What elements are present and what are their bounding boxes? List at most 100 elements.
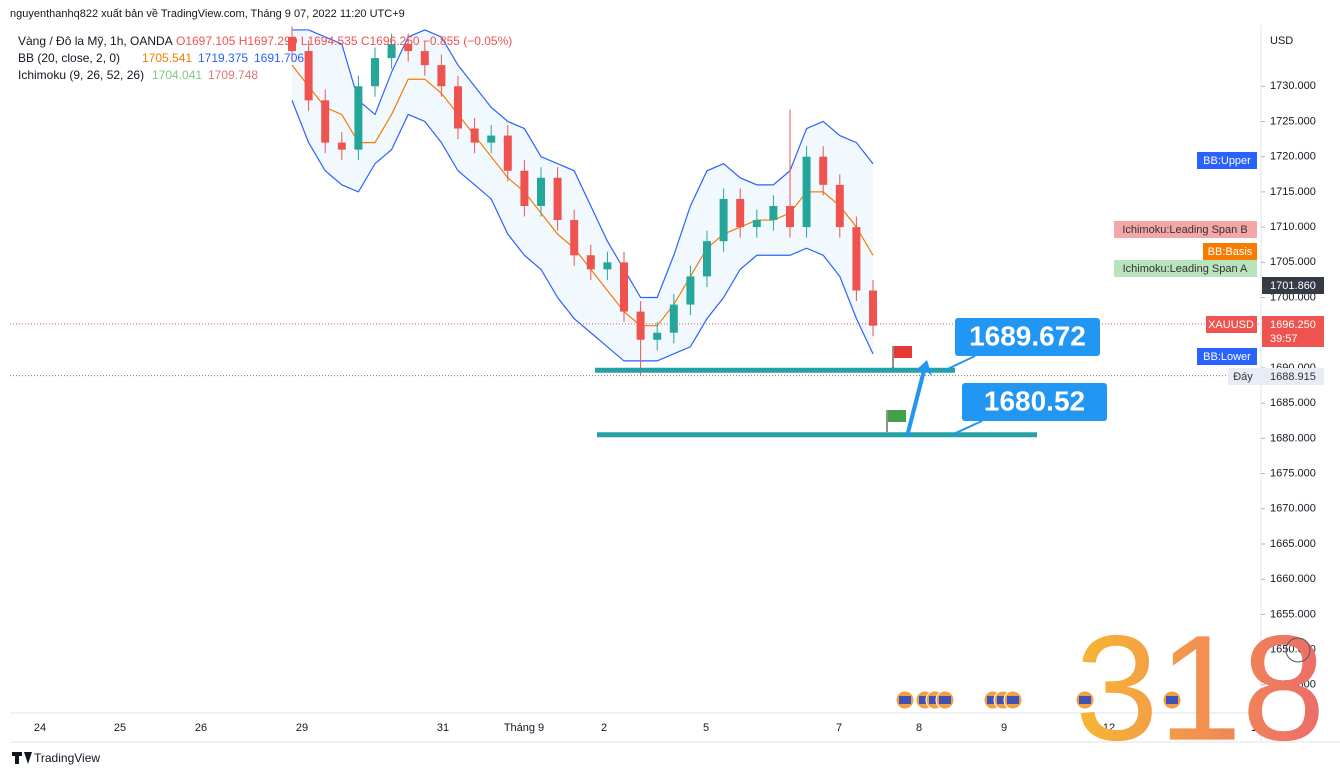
candle-body	[420, 51, 429, 66]
currency: USD	[1270, 35, 1293, 47]
watermark: 318	[1075, 604, 1325, 772]
y-tick-label: 1720.000	[1270, 151, 1316, 163]
legend-bb-value: 1719.375	[198, 51, 248, 65]
legend-ohlc: O1697.105 H1697.290 L1694.535 C1696.250 …	[176, 34, 512, 48]
tag-bg	[1206, 316, 1257, 333]
y-tick-label: 1670.000	[1270, 503, 1316, 515]
y-tick-label: 1715.000	[1270, 186, 1316, 198]
y-tick-label: 1710.000	[1270, 221, 1316, 233]
candle-body	[537, 177, 545, 206]
candle-body	[337, 142, 346, 150]
tag-bb-upper: BB:Upper	[1203, 155, 1251, 167]
event-flag	[997, 696, 1009, 704]
candle-body	[404, 44, 413, 52]
bb-fill	[292, 29, 873, 361]
candle-body	[703, 241, 711, 277]
candle-body	[520, 170, 529, 206]
callout-pointer	[951, 420, 983, 436]
y-tick-label: 1675.000	[1270, 467, 1316, 479]
candle-body	[487, 135, 496, 143]
candle-body	[387, 44, 396, 59]
candle-body	[786, 205, 794, 228]
x-tick-label: 2	[601, 722, 607, 734]
tag-bg	[1262, 316, 1324, 347]
candle-body	[321, 100, 330, 143]
candle-body	[686, 276, 695, 305]
x-tick-label: 24	[34, 722, 46, 734]
tag-bg	[1197, 152, 1257, 169]
y-tick-label: 1660.000	[1270, 573, 1316, 585]
tag-low-name: Đáy	[1233, 371, 1253, 383]
tag-bg	[1114, 260, 1257, 277]
tag-bb-basis: BB:Basis	[1208, 246, 1253, 258]
legend-bb-value: 1705.541	[142, 51, 192, 65]
event-flag	[1166, 696, 1178, 704]
candle-body	[570, 220, 579, 256]
y-tick-label: 1700.000	[1270, 291, 1316, 303]
candle-body	[620, 262, 628, 312]
candle-body	[802, 156, 811, 228]
candle-body	[669, 304, 678, 333]
flag-red	[894, 346, 912, 358]
candle-body	[371, 58, 379, 87]
candle-body	[470, 128, 479, 143]
tag-bg	[1262, 277, 1324, 294]
x-tick-label: 25	[114, 722, 126, 734]
event-flag	[929, 696, 941, 704]
candle-body	[819, 156, 828, 185]
x-tick-label: Tháng 9	[504, 722, 544, 734]
candle-body	[503, 135, 512, 171]
legend-ichimoku-value: 1704.041	[152, 68, 202, 82]
callout-pointer	[944, 355, 976, 372]
footer-brand: TradingView	[34, 751, 100, 765]
tag-bg	[1203, 243, 1257, 260]
candle-body	[603, 262, 612, 270]
y-tick-label: 1680.000	[1270, 432, 1316, 444]
candle-body	[437, 65, 446, 87]
tag-bg	[1228, 368, 1324, 385]
x-tick-label: 31	[437, 722, 449, 734]
plot: 1645.000 1650.000 1655.000 1660.000 1665.000…	[10, 26, 1316, 734]
candle-body	[354, 86, 363, 150]
candle-body	[835, 184, 844, 228]
x-tick-label: 12	[1103, 722, 1115, 734]
tag-bg	[1114, 221, 1257, 238]
x-tick-label: 9	[1001, 722, 1007, 734]
x-tick-label: 7	[836, 722, 842, 734]
event-flag	[939, 696, 951, 704]
legend-ichimoku: Ichimoku (9, 26, 52, 26)	[18, 68, 144, 82]
event-flag	[987, 696, 999, 704]
flag-green	[888, 410, 906, 422]
candle-body	[719, 198, 728, 242]
event-flag	[899, 696, 911, 704]
candle-body	[288, 36, 296, 52]
event-flag	[919, 696, 931, 704]
y-tick-label: 1650.000	[1270, 644, 1316, 656]
x-tick-label: 14	[1251, 722, 1263, 734]
tag-marker: 1701.860	[1270, 280, 1316, 292]
x-tick-label: 29	[296, 722, 308, 734]
tag-bb-lower: BB:Lower	[1203, 351, 1251, 363]
y-tick-label: 1705.000	[1270, 256, 1316, 268]
tag-low-value: 1688.915	[1270, 371, 1316, 383]
tag-last: 1696.250	[1270, 319, 1316, 331]
overlay: nguyenthanhq822 xuất bản về TradingView.…	[10, 8, 1325, 772]
callout-label: 1689.672	[969, 320, 1086, 351]
callout-bg	[962, 383, 1107, 421]
candle-body	[586, 255, 595, 270]
x-tick-label: 26	[195, 722, 207, 734]
publisher: nguyenthanhq822 xuất bản về TradingView.…	[10, 8, 405, 20]
tag-span-a: Ichimoku:Leading Span A	[1123, 263, 1248, 275]
settings-button[interactable]	[1285, 637, 1311, 663]
candle-body	[636, 311, 645, 340]
callout-bg	[955, 318, 1100, 356]
y-tick-label: 1730.000	[1270, 80, 1316, 92]
event-flag	[1007, 696, 1019, 704]
legend-bb: BB (20, close, 2, 0)	[18, 51, 120, 65]
y-tick-label: 1655.000	[1270, 608, 1316, 620]
candle-body	[736, 198, 745, 228]
y-tick-label: 1725.000	[1270, 115, 1316, 127]
